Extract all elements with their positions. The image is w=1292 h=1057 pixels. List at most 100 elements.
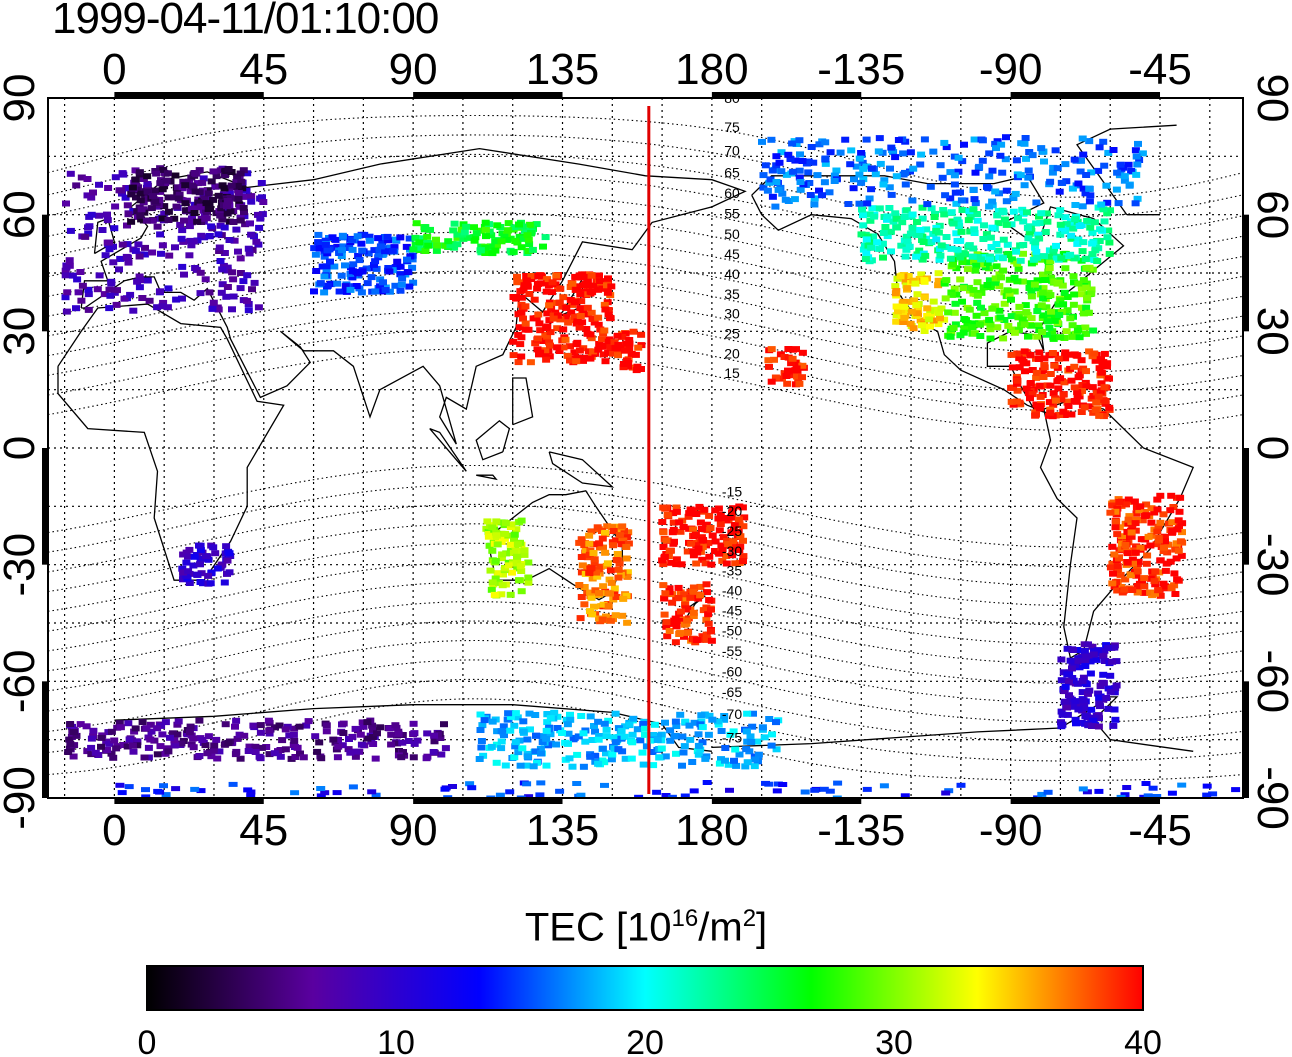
tec-point (188, 215, 196, 222)
tec-point (524, 326, 533, 333)
tec-point (680, 743, 689, 750)
tec-point (716, 511, 725, 518)
top-lon-tick-label: -135 (817, 45, 905, 94)
tec-point (243, 787, 253, 793)
tec-point (970, 258, 978, 265)
tec-point (1142, 512, 1151, 519)
tec-point (952, 291, 961, 298)
tec-point (601, 306, 610, 313)
tec-point (594, 718, 603, 725)
tec-point (1077, 357, 1086, 364)
tec-point (586, 589, 595, 596)
tec-point (1022, 155, 1030, 162)
tec-point (992, 241, 1001, 247)
tec-point (771, 203, 780, 210)
tec-point (140, 251, 149, 258)
tec-point (1112, 518, 1121, 525)
tec-point (1009, 208, 1018, 215)
mag-lat-label: 20 (724, 345, 740, 361)
tec-point (112, 745, 121, 752)
tec-point (523, 232, 532, 239)
tec-point (629, 715, 638, 722)
tec-point (304, 718, 313, 725)
tec-point (549, 315, 558, 322)
tec-point (1056, 375, 1065, 382)
tec-point (497, 738, 506, 745)
tec-point (512, 526, 521, 533)
tec-point (1012, 248, 1021, 255)
tec-point (1122, 534, 1131, 541)
tec-point (243, 272, 252, 279)
tec-point (1060, 379, 1069, 386)
tec-point (893, 224, 901, 231)
tec-point (777, 168, 786, 175)
tec-point (509, 560, 518, 567)
tec-point (187, 242, 196, 249)
tec-point (639, 721, 648, 727)
tec-point (252, 238, 261, 245)
tec-point (316, 786, 326, 791)
tec-point (118, 170, 127, 177)
tec-point (239, 167, 248, 174)
tec-point (437, 751, 446, 758)
tec-point (1091, 247, 1100, 254)
tec-point (659, 544, 668, 550)
tec-point (291, 754, 300, 760)
tec-point (241, 221, 250, 228)
tec-point (620, 347, 629, 354)
tec-point (603, 523, 612, 530)
tec-point (1056, 334, 1065, 341)
tec-point (855, 200, 864, 207)
tec-point (203, 750, 212, 757)
tec-point (715, 760, 724, 767)
tec-point (969, 186, 978, 193)
tec-point (499, 723, 508, 730)
tec-point (896, 273, 905, 280)
tec-point (598, 535, 607, 542)
tec-point (614, 341, 623, 348)
tec-point (158, 242, 167, 249)
tec-point (161, 792, 171, 798)
tec-point (375, 246, 384, 253)
tec-point (449, 227, 458, 234)
tec-point (894, 137, 903, 143)
tec-point (311, 251, 320, 258)
tec-point (178, 295, 186, 302)
tec-point (932, 236, 941, 243)
tec-point (398, 739, 407, 746)
tec-point (299, 754, 308, 761)
tec-point (899, 319, 908, 325)
tec-point (747, 739, 756, 745)
tec-point (409, 754, 418, 761)
tec-point (214, 306, 223, 313)
tec-point (730, 522, 739, 528)
tec-point (965, 306, 974, 313)
tec-point (558, 730, 566, 736)
tec-point (1020, 140, 1029, 147)
tec-point (1099, 413, 1108, 420)
tec-point (527, 273, 536, 279)
tec-point (866, 239, 875, 246)
tec-point (681, 596, 690, 603)
tec-point (109, 243, 117, 250)
tec-point (396, 263, 405, 270)
tec-point (321, 241, 330, 248)
tec-point (104, 185, 113, 191)
tec-point (886, 228, 895, 235)
tec-point (572, 358, 581, 365)
tec-point (1080, 701, 1089, 708)
tec-point (201, 276, 210, 283)
tec-point (736, 543, 745, 550)
tec-point (1061, 683, 1070, 690)
tec-point (601, 549, 610, 556)
tec-point (364, 250, 373, 257)
tec-point (236, 255, 245, 262)
tec-point (825, 788, 835, 794)
mag-lat-label: -40 (722, 583, 742, 599)
tec-point (623, 619, 632, 626)
tec-point (248, 286, 256, 293)
tec-point (191, 188, 200, 195)
tec-point (510, 537, 518, 543)
tec-point (898, 300, 907, 307)
tec-point (992, 145, 1000, 152)
